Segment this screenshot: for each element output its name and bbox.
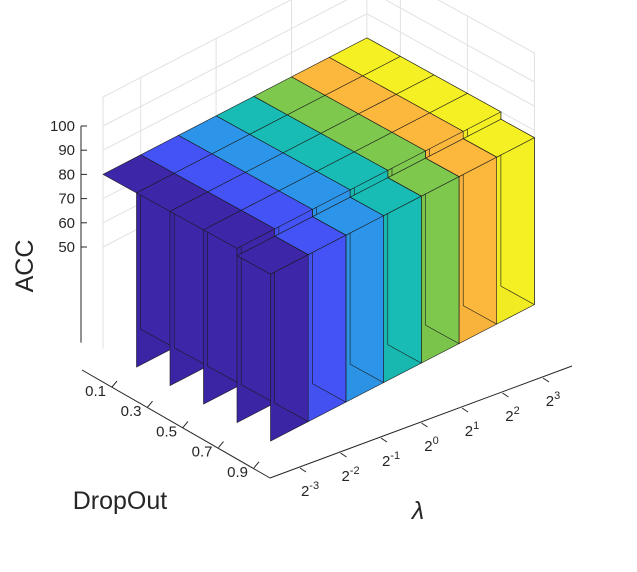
y-tick-label: 2-1 bbox=[382, 450, 400, 470]
x-tick bbox=[147, 400, 153, 408]
y-tick-exponent: -2 bbox=[350, 465, 360, 477]
axis-layer: 50607080901000.10.30.50.70.92-32-22-1202… bbox=[50, 118, 573, 500]
y-tick-exponent: 1 bbox=[473, 420, 479, 432]
y-tick-base: 2 bbox=[382, 453, 390, 470]
bars-layer bbox=[102, 37, 535, 442]
bar bbox=[425, 138, 498, 344]
y-tick-base: 2 bbox=[341, 468, 349, 485]
grid-line-z bbox=[102, 0, 535, 127]
y-tick-exponent: 2 bbox=[514, 405, 520, 417]
bar bbox=[236, 235, 309, 442]
x-tick bbox=[111, 380, 118, 388]
x-tick-label: 0.7 bbox=[192, 444, 213, 461]
y-tick-base: 2 bbox=[465, 423, 473, 440]
x-axis-label: DropOut bbox=[73, 487, 168, 515]
y-tick-exponent: -3 bbox=[309, 480, 319, 492]
x-tick-label: 0.5 bbox=[156, 423, 177, 440]
y-tick bbox=[340, 452, 347, 458]
z-tick-label: 80 bbox=[58, 166, 75, 183]
x-tick-label: 0.1 bbox=[85, 383, 106, 400]
x-tick-label: 0.3 bbox=[121, 403, 142, 420]
y-axis-line bbox=[269, 365, 573, 479]
y-tick bbox=[542, 377, 550, 383]
y-axis-label: λ bbox=[410, 497, 424, 525]
y-tick-base: 2 bbox=[301, 483, 309, 500]
y-tick-base: 2 bbox=[424, 438, 432, 455]
label-layer: ACC DropOut λ bbox=[11, 240, 424, 525]
z-axis-label: ACC bbox=[11, 240, 39, 293]
y-tick-label: 22 bbox=[505, 405, 519, 425]
bar-top-face bbox=[236, 235, 309, 275]
y-tick-label: 2-2 bbox=[341, 465, 359, 485]
y-tick-exponent: 3 bbox=[554, 390, 560, 402]
y-tick-base: 2 bbox=[546, 393, 554, 410]
z-tick-label: 60 bbox=[58, 215, 75, 232]
y-tick-base: 2 bbox=[505, 408, 513, 425]
y-tick bbox=[421, 422, 428, 428]
z-tick-label: 90 bbox=[58, 142, 75, 159]
y-tick bbox=[380, 437, 388, 443]
bar-top-face bbox=[203, 210, 276, 249]
y-tick-exponent: 0 bbox=[433, 435, 439, 447]
y-tick-label: 23 bbox=[546, 390, 560, 410]
y-tick-label: 20 bbox=[424, 435, 438, 455]
y-tick bbox=[299, 467, 307, 473]
x-tick-label: 0.9 bbox=[227, 464, 248, 481]
y-tick-exponent: -1 bbox=[390, 450, 400, 462]
z-tick-label: 100 bbox=[50, 118, 75, 135]
grid-line-z bbox=[102, 13, 535, 151]
x-tick bbox=[218, 441, 224, 448]
bar bbox=[387, 157, 460, 364]
x-axis-line bbox=[81, 369, 271, 479]
z-tick-label: 50 bbox=[58, 239, 75, 256]
bar bbox=[462, 118, 535, 325]
x-tick bbox=[182, 421, 189, 428]
bar bbox=[349, 177, 422, 383]
y-tick bbox=[461, 407, 469, 413]
z-tick-label: 70 bbox=[58, 191, 75, 208]
y-tick-label: 2-3 bbox=[301, 480, 319, 500]
bar bbox=[274, 216, 347, 422]
y-tick-label: 21 bbox=[465, 420, 479, 440]
bar bbox=[312, 196, 384, 403]
x-tick bbox=[253, 461, 260, 469]
y-tick bbox=[502, 392, 509, 398]
